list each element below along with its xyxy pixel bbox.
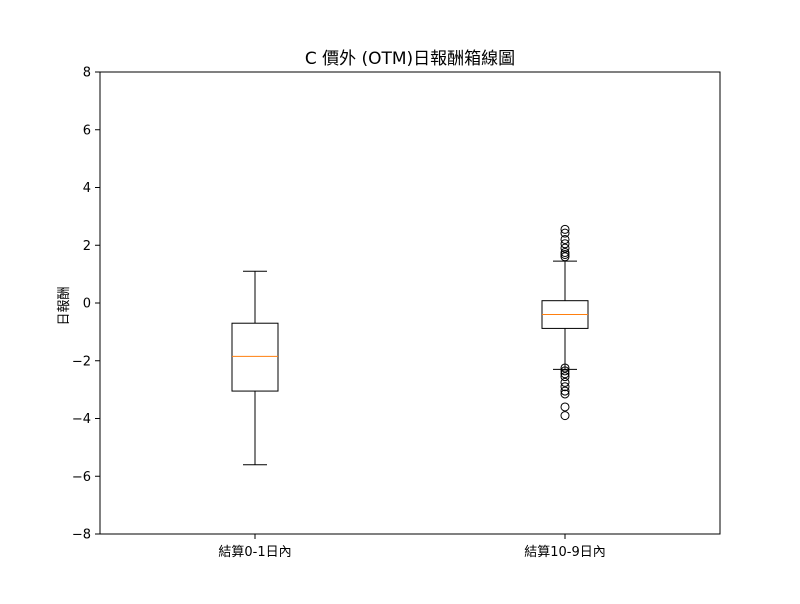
flier-point: [560, 389, 570, 399]
chart-title: C 價外 (OTM)日報酬箱線圖: [305, 49, 515, 69]
y-tick-label: −6: [72, 470, 91, 485]
flier-point: [560, 234, 570, 244]
flier-point: [560, 224, 570, 234]
plot-frame: [99, 71, 721, 535]
y-tick-label: 6: [83, 123, 91, 138]
flier-point: [560, 363, 570, 373]
box-iqr: [231, 322, 279, 392]
y-tick-label: 2: [83, 239, 91, 254]
y-tick-label: −8: [72, 528, 91, 543]
x-tick-label: 結算10-9日內: [524, 545, 606, 560]
flier-point: [560, 228, 570, 238]
y-tick-label: 4: [83, 181, 91, 196]
flier-point: [560, 382, 570, 392]
y-tick-label: 8: [83, 66, 91, 81]
flier-point: [560, 386, 570, 396]
y-tick-label: 0: [83, 297, 91, 312]
flier-point: [560, 239, 570, 249]
y-tick-label: −2: [72, 354, 91, 369]
flier-point: [560, 411, 570, 421]
flier-point: [560, 402, 570, 412]
plot-area: −8 −6 −4 −2 0 2 4 6 8 結算0-1日內 結算10-9日內: [72, 66, 721, 560]
flier-point: [560, 377, 570, 387]
flier-point: [560, 366, 570, 376]
flier-point: [560, 243, 570, 253]
y-axis-label: 日報酬: [57, 286, 72, 325]
flier-point: [560, 369, 570, 379]
flier-point: [560, 252, 570, 262]
flier-point: [560, 249, 570, 259]
y-tick-label: −4: [72, 412, 91, 427]
x-tick-label: 結算0-1日內: [218, 545, 291, 560]
flier-point: [560, 372, 570, 382]
